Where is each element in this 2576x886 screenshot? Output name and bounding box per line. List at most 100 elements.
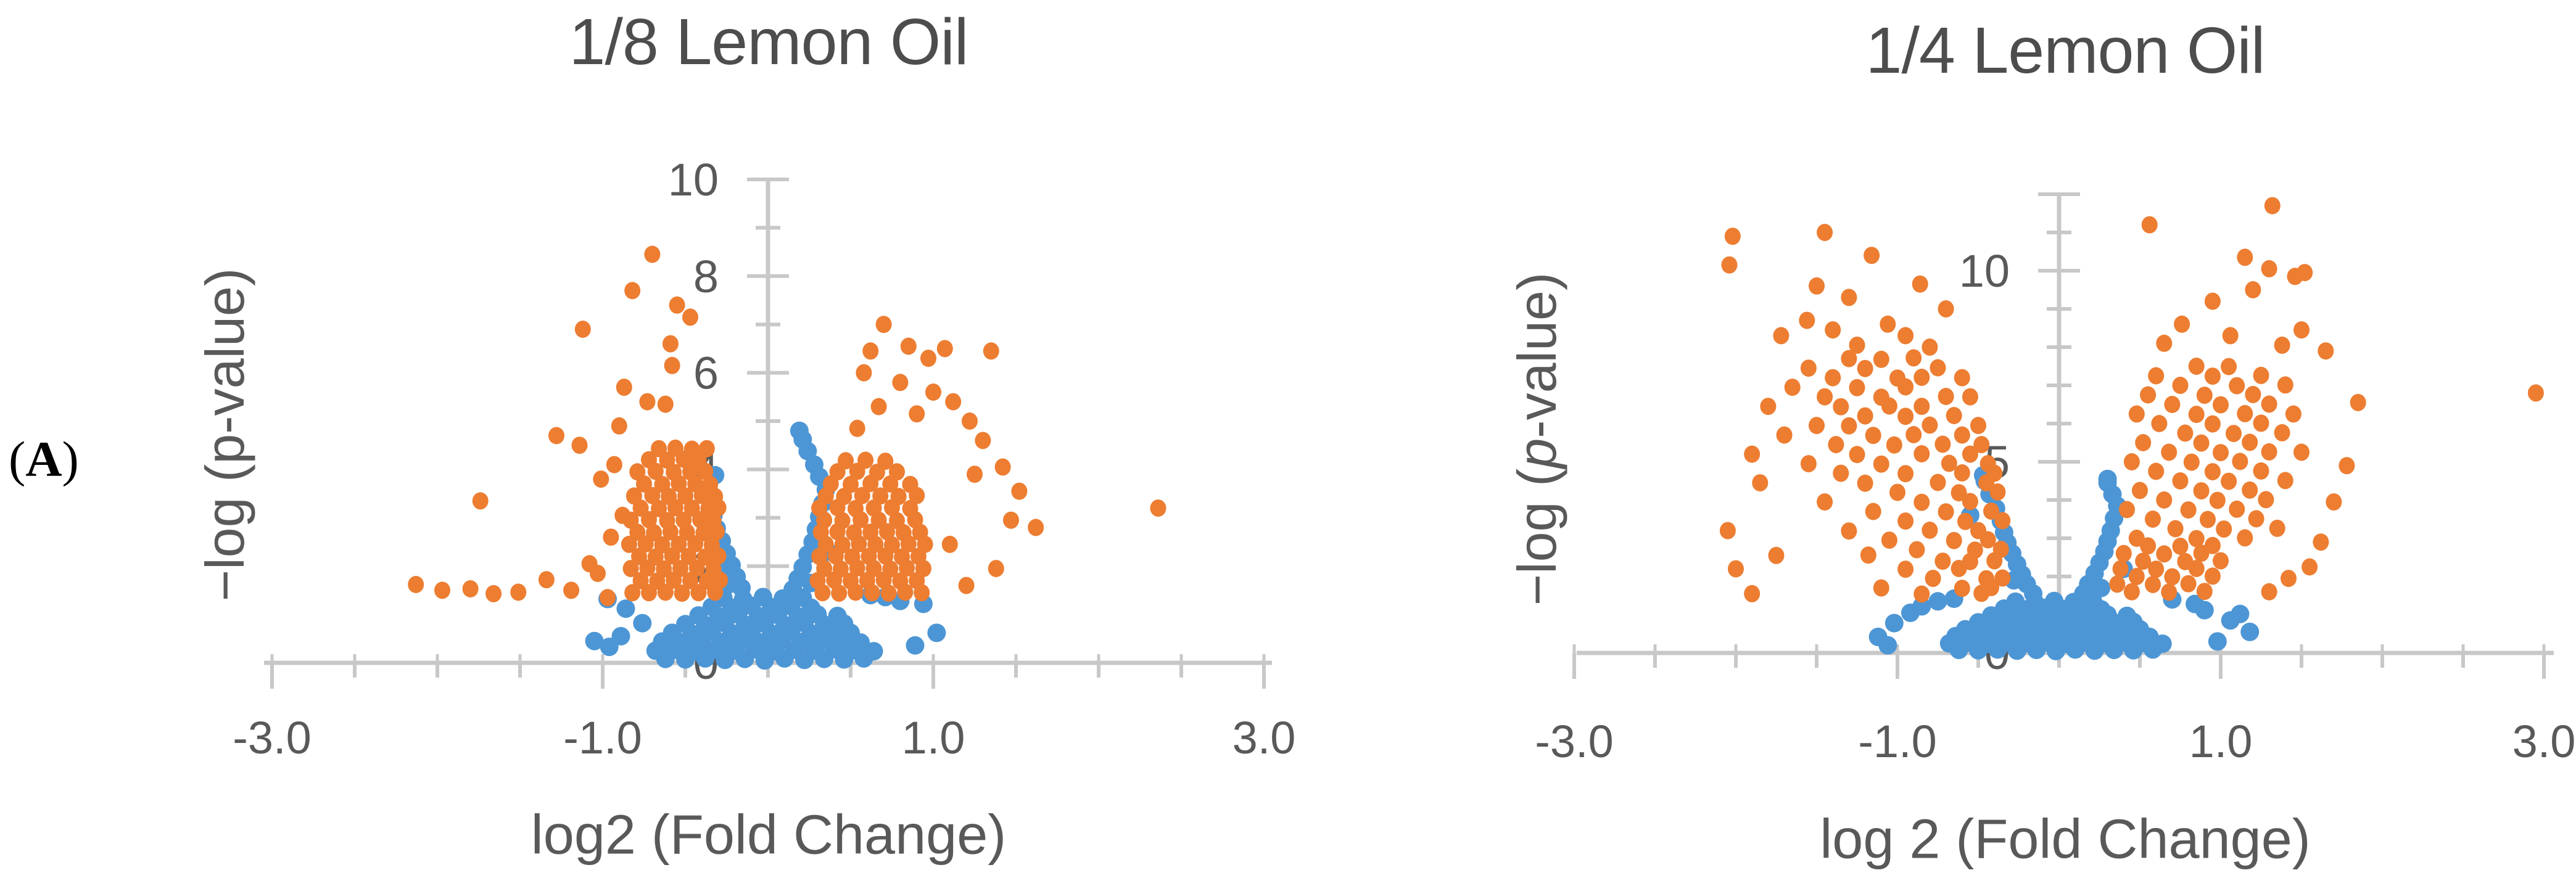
- data-point-orange: [1922, 338, 1938, 356]
- data-point-orange: [1905, 426, 1922, 443]
- data-point-orange: [1962, 388, 1978, 406]
- chart-right-x-axis-title: log 2 (Fold Change): [1820, 808, 2311, 871]
- data-point-orange: [2213, 552, 2229, 570]
- data-point-orange: [1913, 445, 1930, 462]
- data-point-orange: [2277, 472, 2293, 490]
- figure-label-close: ): [62, 431, 79, 487]
- data-point-orange: [624, 584, 641, 602]
- data-point-orange: [641, 451, 657, 469]
- data-point-orange: [2264, 197, 2281, 215]
- data-point-orange: [882, 560, 899, 578]
- data-point-orange: [616, 379, 632, 396]
- data-point-orange: [1938, 388, 1954, 405]
- data-point-orange: [1909, 541, 1925, 559]
- data-point-orange: [2148, 560, 2165, 578]
- figure-label-open: (: [9, 431, 26, 487]
- data-point-orange: [1833, 398, 1849, 416]
- data-point-orange: [2140, 386, 2157, 404]
- data-point-orange: [1973, 436, 1990, 454]
- data-point-orange: [2164, 396, 2181, 413]
- data-point-orange: [2222, 327, 2239, 345]
- data-point-orange: [1873, 350, 1889, 368]
- data-point-orange: [1728, 560, 1744, 578]
- data-point-orange: [1776, 426, 1793, 444]
- data-point-orange: [2177, 424, 2194, 442]
- data-point-orange: [2258, 491, 2274, 509]
- data-point-orange: [472, 492, 489, 510]
- data-point-orange: [1003, 511, 1019, 529]
- data-point-orange: [1864, 247, 1880, 265]
- data-point-orange: [621, 535, 637, 553]
- data-point-orange: [1941, 454, 1957, 472]
- data-point-orange: [1897, 327, 1914, 345]
- points-series-orange: [408, 245, 1166, 607]
- data-point-orange: [1979, 531, 1996, 549]
- data-point-orange: [2204, 567, 2221, 585]
- data-point-orange: [574, 321, 591, 338]
- x-tick-label: -1.0: [1858, 716, 1937, 767]
- data-point-orange: [600, 589, 616, 607]
- data-point-orange: [548, 427, 564, 445]
- data-point-orange: [622, 511, 639, 529]
- data-point-orange: [1934, 435, 1951, 453]
- data-point-orange: [2188, 560, 2205, 577]
- data-point-orange: [672, 560, 688, 578]
- data-point-orange: [2237, 248, 2253, 266]
- chart-left-x-axis-title: log2 (Fold Change): [530, 804, 1007, 866]
- data-point-orange: [849, 419, 865, 437]
- data-point-orange: [1881, 531, 1897, 549]
- data-point-orange: [1954, 369, 1970, 387]
- y-tick-label: 10: [668, 154, 719, 205]
- data-point-orange: [2274, 424, 2290, 441]
- data-point-orange: [1825, 369, 1841, 387]
- x-tick-label: 3.0: [2512, 716, 2576, 767]
- data-point-orange: [854, 486, 870, 504]
- data-point-orange: [671, 535, 687, 553]
- data-point-orange: [644, 245, 661, 263]
- data-point-blue: [828, 607, 847, 625]
- data-point-orange: [2156, 545, 2173, 563]
- data-point-orange: [1954, 464, 1970, 482]
- data-point-orange: [1011, 482, 1028, 500]
- data-point-orange: [680, 548, 697, 565]
- data-point-orange: [2237, 404, 2253, 422]
- data-point-orange: [510, 583, 527, 601]
- data-point-orange: [838, 452, 854, 470]
- data-point-orange: [1897, 378, 1914, 396]
- data-point-orange: [1873, 455, 1889, 473]
- data-point-orange: [1873, 579, 1889, 597]
- data-point-orange: [654, 475, 671, 493]
- x-tick-label: -3.0: [233, 712, 312, 763]
- data-point-orange: [1922, 416, 1938, 434]
- data-point-orange: [2226, 425, 2242, 443]
- data-point-orange: [844, 548, 861, 566]
- data-point-orange: [2196, 583, 2213, 601]
- data-point-orange: [856, 364, 872, 382]
- figure-label: (A): [9, 430, 79, 488]
- data-point-orange: [2269, 519, 2285, 537]
- data-point-orange: [941, 535, 958, 553]
- data-point-orange: [2253, 366, 2269, 384]
- data-point-orange: [1913, 585, 1930, 603]
- data-point-orange: [2281, 570, 2297, 588]
- data-point-orange: [1913, 398, 1930, 416]
- data-point-orange: [1752, 474, 1769, 492]
- data-point-orange: [1938, 300, 1954, 318]
- data-point-orange: [1841, 289, 1857, 306]
- data-point-orange: [1934, 552, 1951, 570]
- data-point-orange: [1828, 436, 1844, 454]
- data-point-orange: [659, 512, 675, 530]
- data-point-orange: [1719, 522, 1736, 539]
- data-point-orange: [884, 536, 900, 554]
- data-point-orange: [902, 499, 919, 517]
- data-point-orange: [651, 440, 667, 457]
- data-point-orange: [2253, 462, 2269, 480]
- data-point-orange: [1962, 493, 1978, 511]
- data-point-orange: [2119, 501, 2135, 519]
- data-point-orange: [669, 296, 685, 314]
- data-point-orange: [2216, 520, 2232, 538]
- data-point-orange: [2188, 530, 2205, 548]
- data-point-orange: [1028, 519, 1044, 536]
- data-point-orange: [2293, 321, 2310, 339]
- data-point-orange: [1994, 512, 2011, 530]
